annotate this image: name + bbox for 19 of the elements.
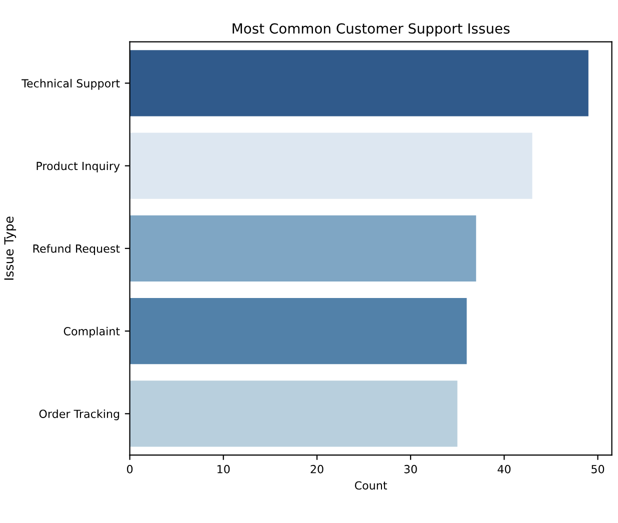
bar (130, 380, 458, 447)
x-tick-label: 40 (498, 464, 511, 474)
bar (130, 298, 467, 364)
y-tick-label: Refund Request (33, 244, 120, 255)
y-tick-label: Product Inquiry (36, 162, 120, 172)
y-axis-title: Issue Type (4, 216, 16, 280)
bar (130, 50, 588, 116)
y-tick-label: Order Tracking (39, 409, 120, 420)
x-tick-label: 10 (218, 464, 230, 474)
y-tick-label: Technical Support (22, 78, 120, 90)
bar (130, 215, 476, 282)
x-tick-label: 30 (404, 464, 417, 474)
chart-title: Most Common Customer Support Issues (232, 23, 510, 36)
y-tick-label: Complaint (64, 326, 120, 338)
x-tick-label: 0 (126, 464, 133, 474)
x-tick-label: 50 (592, 464, 604, 474)
x-tick-label: 20 (310, 464, 324, 474)
bar (130, 132, 532, 199)
x-axis-title: Count (354, 481, 388, 490)
